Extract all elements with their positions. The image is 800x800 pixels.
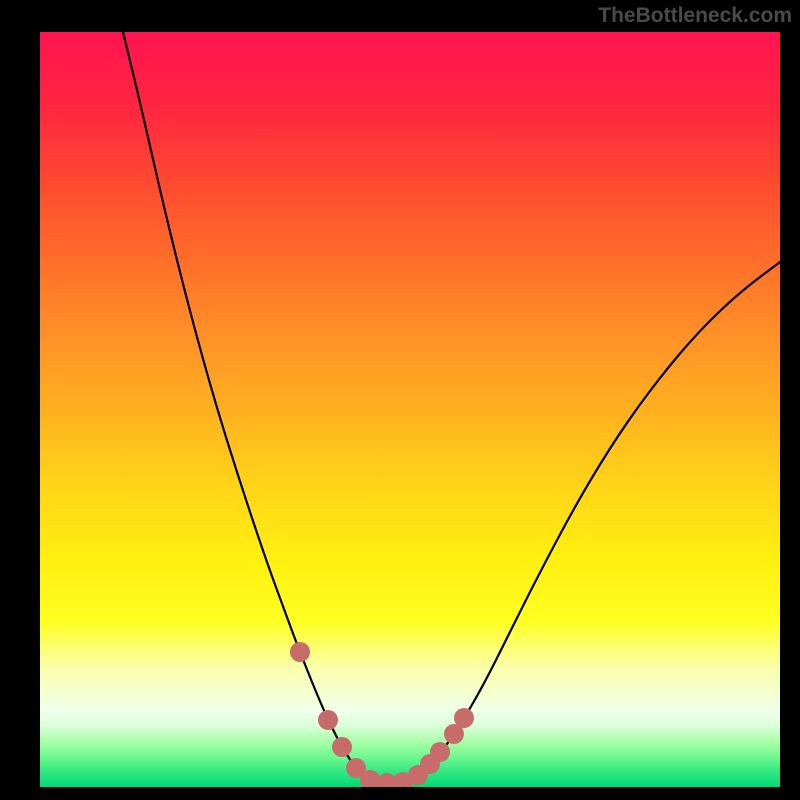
- chart-container: TheBottleneck.com: [0, 0, 800, 800]
- data-marker: [332, 737, 352, 757]
- plot-svg: [40, 32, 780, 787]
- data-marker: [318, 710, 338, 730]
- data-marker: [454, 708, 474, 728]
- plot-area: [40, 32, 780, 787]
- data-marker: [430, 742, 450, 762]
- watermark-text: TheBottleneck.com: [598, 4, 792, 28]
- gradient-background: [40, 32, 780, 787]
- data-marker: [290, 642, 310, 662]
